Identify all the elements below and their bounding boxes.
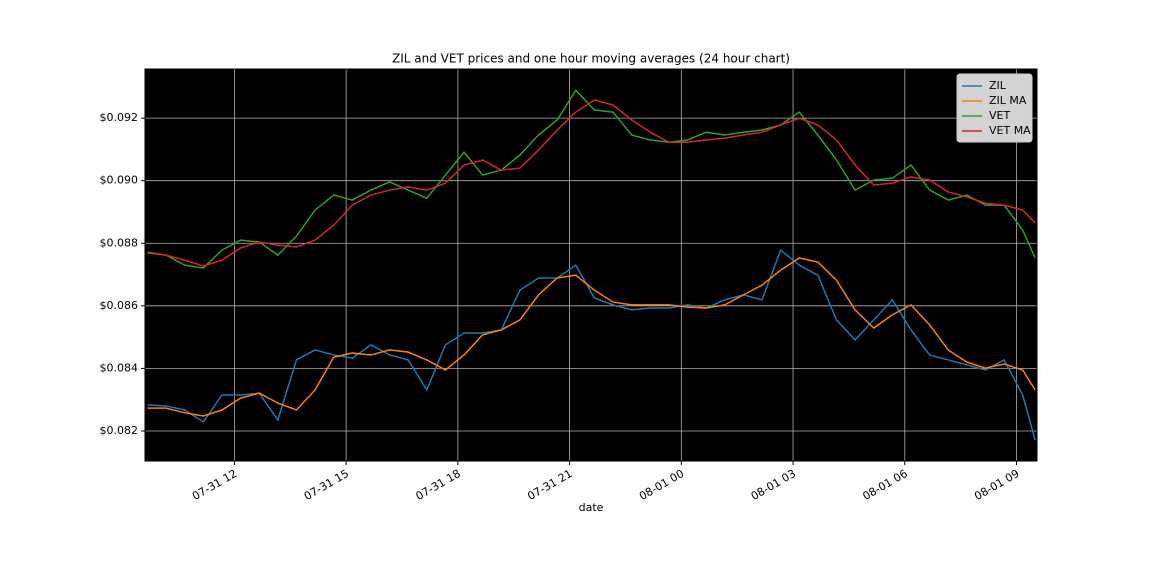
x-tick-label: 07-31 12 <box>190 467 239 503</box>
legend-label: ZIL <box>989 79 1007 92</box>
x-tick-label: 08-01 06 <box>860 467 909 503</box>
legend-box <box>956 73 1033 143</box>
x-tick-label: 08-01 00 <box>637 467 686 503</box>
chart-title: ZIL and VET prices and one hour moving a… <box>392 52 790 66</box>
legend-label: ZIL MA <box>989 94 1027 107</box>
x-tick-label: 08-01 09 <box>972 467 1021 503</box>
x-tick-label: 07-31 18 <box>414 467 463 503</box>
legend: ZIL ZIL MA VET VET MA <box>956 73 1033 143</box>
y-tick-label: $0.084 <box>100 361 139 374</box>
series-line <box>147 248 1036 441</box>
y-tick-label: $0.088 <box>100 236 139 249</box>
y-tick-label: $0.086 <box>100 299 139 312</box>
x-axis-label: date <box>579 501 604 514</box>
plot-background <box>145 69 1037 461</box>
legend-label: VET <box>989 109 1010 122</box>
x-tick-label: 08-01 03 <box>749 467 798 503</box>
series-line <box>147 257 1036 417</box>
legend-label: VET MA <box>989 124 1031 137</box>
x-tick-label: 07-31 15 <box>302 467 351 503</box>
series-line <box>147 99 1036 267</box>
y-tick-label: $0.090 <box>100 174 139 187</box>
series-line <box>147 89 1036 269</box>
plot-frame <box>144 68 1038 462</box>
x-tick-label: 07-31 21 <box>525 467 574 503</box>
y-tick-label: $0.082 <box>100 424 139 437</box>
y-tick-label: $0.092 <box>100 111 139 124</box>
